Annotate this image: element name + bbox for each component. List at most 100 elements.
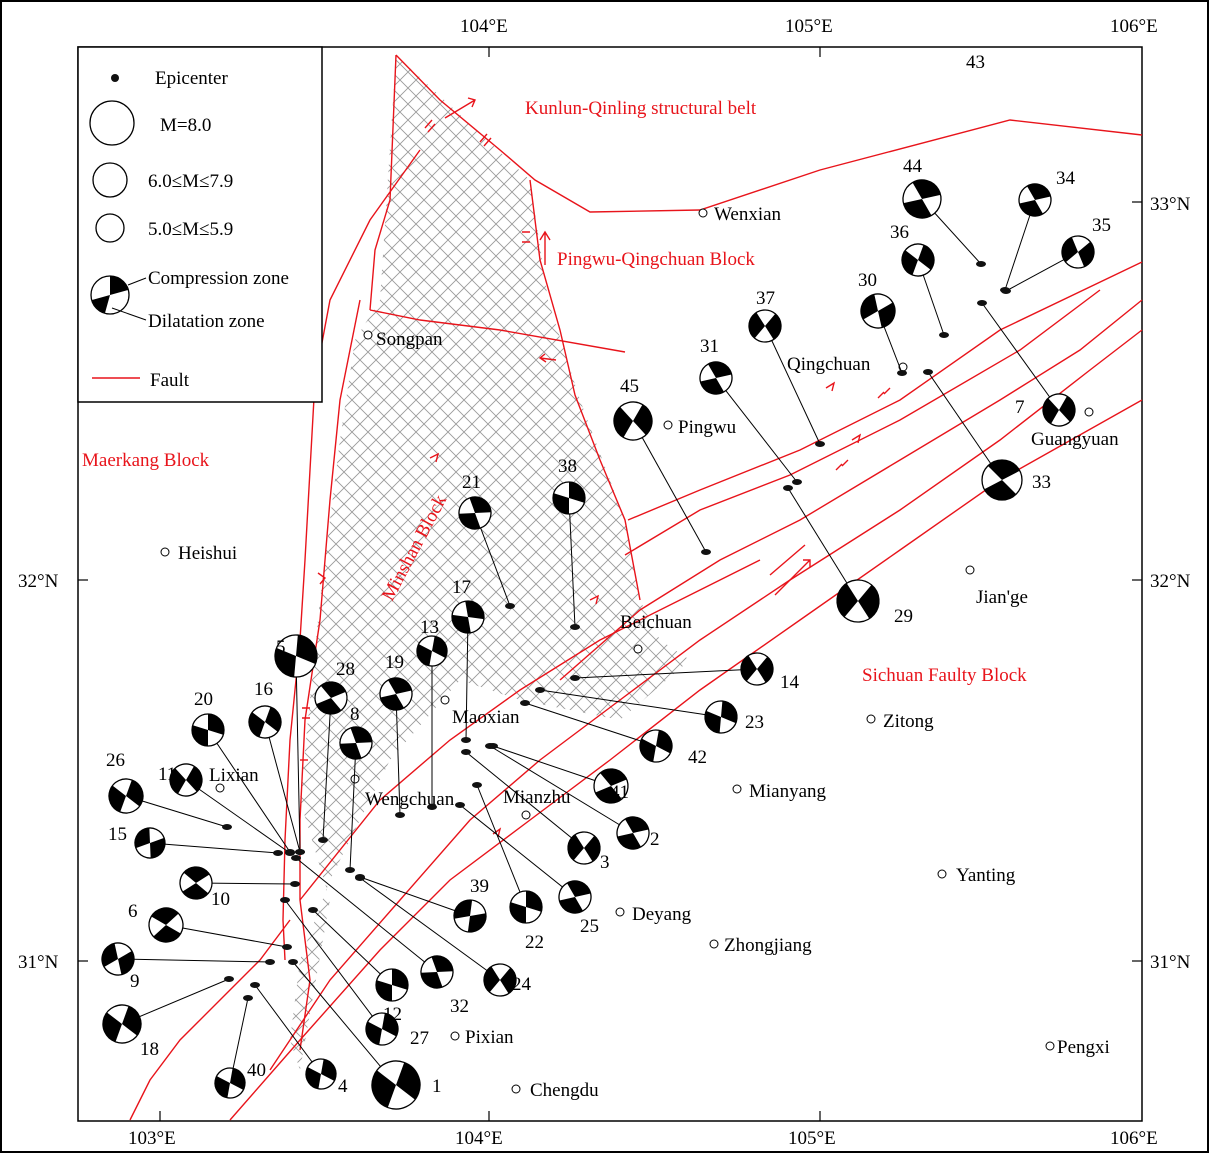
connector-line bbox=[493, 746, 611, 786]
event-label: 11 bbox=[158, 764, 176, 785]
beachball bbox=[104, 774, 148, 818]
town-pingwu: Pingwu bbox=[678, 417, 737, 438]
event-label: 45 bbox=[620, 376, 639, 397]
town-chengdu: Chengdu bbox=[530, 1080, 599, 1101]
focal-mechanism-18: 18 bbox=[98, 976, 234, 1060]
town-marker bbox=[522, 811, 530, 819]
town-wenxian: Wenxian bbox=[714, 204, 782, 225]
beachball bbox=[742, 303, 787, 348]
legend-m8: M=8.0 bbox=[160, 115, 211, 136]
event-label: 14 bbox=[780, 672, 800, 693]
event-label: 17 bbox=[452, 577, 471, 598]
right-axis-label-1: 33°N bbox=[1150, 194, 1191, 215]
epicenter-dot bbox=[783, 485, 793, 491]
event-label-43: 43 bbox=[966, 52, 985, 73]
town-guangyuan: Guangyuan bbox=[1031, 429, 1119, 450]
event-label: 3 bbox=[600, 852, 610, 873]
epicenter-dot bbox=[792, 479, 802, 485]
event-label: 35 bbox=[1092, 215, 1111, 236]
m6-legend-circle bbox=[93, 163, 127, 197]
epicenter-dot bbox=[976, 261, 986, 267]
legend-m5: 5.0≤M≤5.9 bbox=[148, 219, 233, 240]
beachball bbox=[304, 1057, 339, 1092]
event-label: 37 bbox=[756, 288, 775, 309]
event-label: 5 bbox=[276, 637, 286, 658]
focal-mechanism-39: 39 bbox=[355, 874, 489, 935]
event-label: 22 bbox=[525, 932, 544, 953]
event-label: 32 bbox=[450, 996, 469, 1017]
epicenter-dot bbox=[455, 802, 465, 808]
epicenter-dot bbox=[520, 700, 530, 706]
bottom-axis-label-3: 105°E bbox=[788, 1128, 836, 1149]
focal-mechanism-36: 36 bbox=[890, 222, 949, 338]
right-axis-label-2: 32°N bbox=[1150, 571, 1191, 592]
epicenter-dot bbox=[395, 812, 405, 818]
region-sichuan: Sichuan Faulty Block bbox=[862, 665, 1027, 686]
epicenter-dot bbox=[461, 749, 471, 755]
right-axis-label-3: 31°N bbox=[1150, 952, 1191, 973]
connector-line bbox=[186, 780, 290, 853]
town-marker bbox=[867, 715, 875, 723]
epicenter-dot bbox=[291, 855, 301, 861]
town-pixian: Pixian bbox=[465, 1027, 514, 1048]
epicenter-dot bbox=[250, 982, 260, 988]
town-beichuan: Beichuan bbox=[620, 612, 692, 633]
m5-legend-circle bbox=[96, 214, 124, 242]
town-marker bbox=[364, 331, 372, 339]
top-axis-label-3: 106°E bbox=[1110, 16, 1158, 37]
beachball bbox=[553, 875, 597, 919]
epicenter-dot bbox=[222, 824, 232, 830]
beachball bbox=[365, 1054, 427, 1116]
beachball bbox=[734, 646, 779, 691]
epicenter-legend-symbol bbox=[111, 74, 119, 82]
connector-line bbox=[982, 303, 1059, 410]
town-marker bbox=[634, 645, 642, 653]
epicenter-dot bbox=[285, 849, 295, 855]
event-label: 26 bbox=[106, 750, 125, 771]
left-axis-label-2: 31°N bbox=[18, 952, 59, 973]
town-marker bbox=[161, 548, 169, 556]
beachball bbox=[416, 951, 457, 992]
epicenter-dot bbox=[224, 976, 234, 982]
town-mianyang: Mianyang bbox=[749, 781, 827, 802]
event-label: 41 bbox=[610, 782, 629, 803]
legend-epicenter: Epicenter bbox=[155, 68, 228, 89]
epicenter-dot bbox=[345, 867, 355, 873]
epicenter-dot bbox=[1001, 288, 1011, 294]
town-zitong: Zitong bbox=[883, 711, 934, 732]
event-label: 6 bbox=[128, 901, 138, 922]
bottom-axis-label-1: 103°E bbox=[128, 1128, 176, 1149]
town-deyang: Deyang bbox=[632, 904, 692, 925]
connector-line bbox=[150, 843, 278, 853]
town-qingchuan: Qingchuan bbox=[787, 354, 871, 375]
event-label: 29 bbox=[894, 606, 913, 627]
beachball bbox=[897, 239, 938, 280]
beachball bbox=[143, 902, 189, 948]
beachball bbox=[637, 727, 674, 764]
focal-mechanism-35: 35 bbox=[1001, 215, 1111, 294]
connector-line bbox=[765, 326, 820, 444]
event-label: 4 bbox=[338, 1076, 348, 1097]
beachball bbox=[694, 356, 738, 400]
town-marker bbox=[512, 1085, 520, 1093]
epicenter-dot bbox=[318, 837, 328, 843]
epicenter-dot bbox=[570, 624, 580, 630]
connector-line bbox=[265, 722, 300, 852]
focal-mechanism-10: 10 bbox=[173, 860, 300, 910]
beachball bbox=[974, 452, 1031, 509]
event-label: 34 bbox=[1056, 168, 1076, 189]
connector-line bbox=[166, 925, 287, 947]
beachball bbox=[376, 969, 408, 1001]
epicenter-dot bbox=[427, 804, 437, 810]
epicenter-dot bbox=[535, 687, 545, 693]
epicenter-dot bbox=[355, 874, 365, 880]
event-label: 31 bbox=[700, 336, 719, 357]
event-label: 33 bbox=[1032, 472, 1051, 493]
town-pengxi: Pengxi bbox=[1057, 1037, 1110, 1058]
top-axis-label-2: 105°E bbox=[785, 16, 833, 37]
town-marker bbox=[1046, 1042, 1054, 1050]
epicenter-dot bbox=[295, 849, 305, 855]
beachball bbox=[855, 288, 901, 334]
town-marker bbox=[710, 940, 718, 948]
